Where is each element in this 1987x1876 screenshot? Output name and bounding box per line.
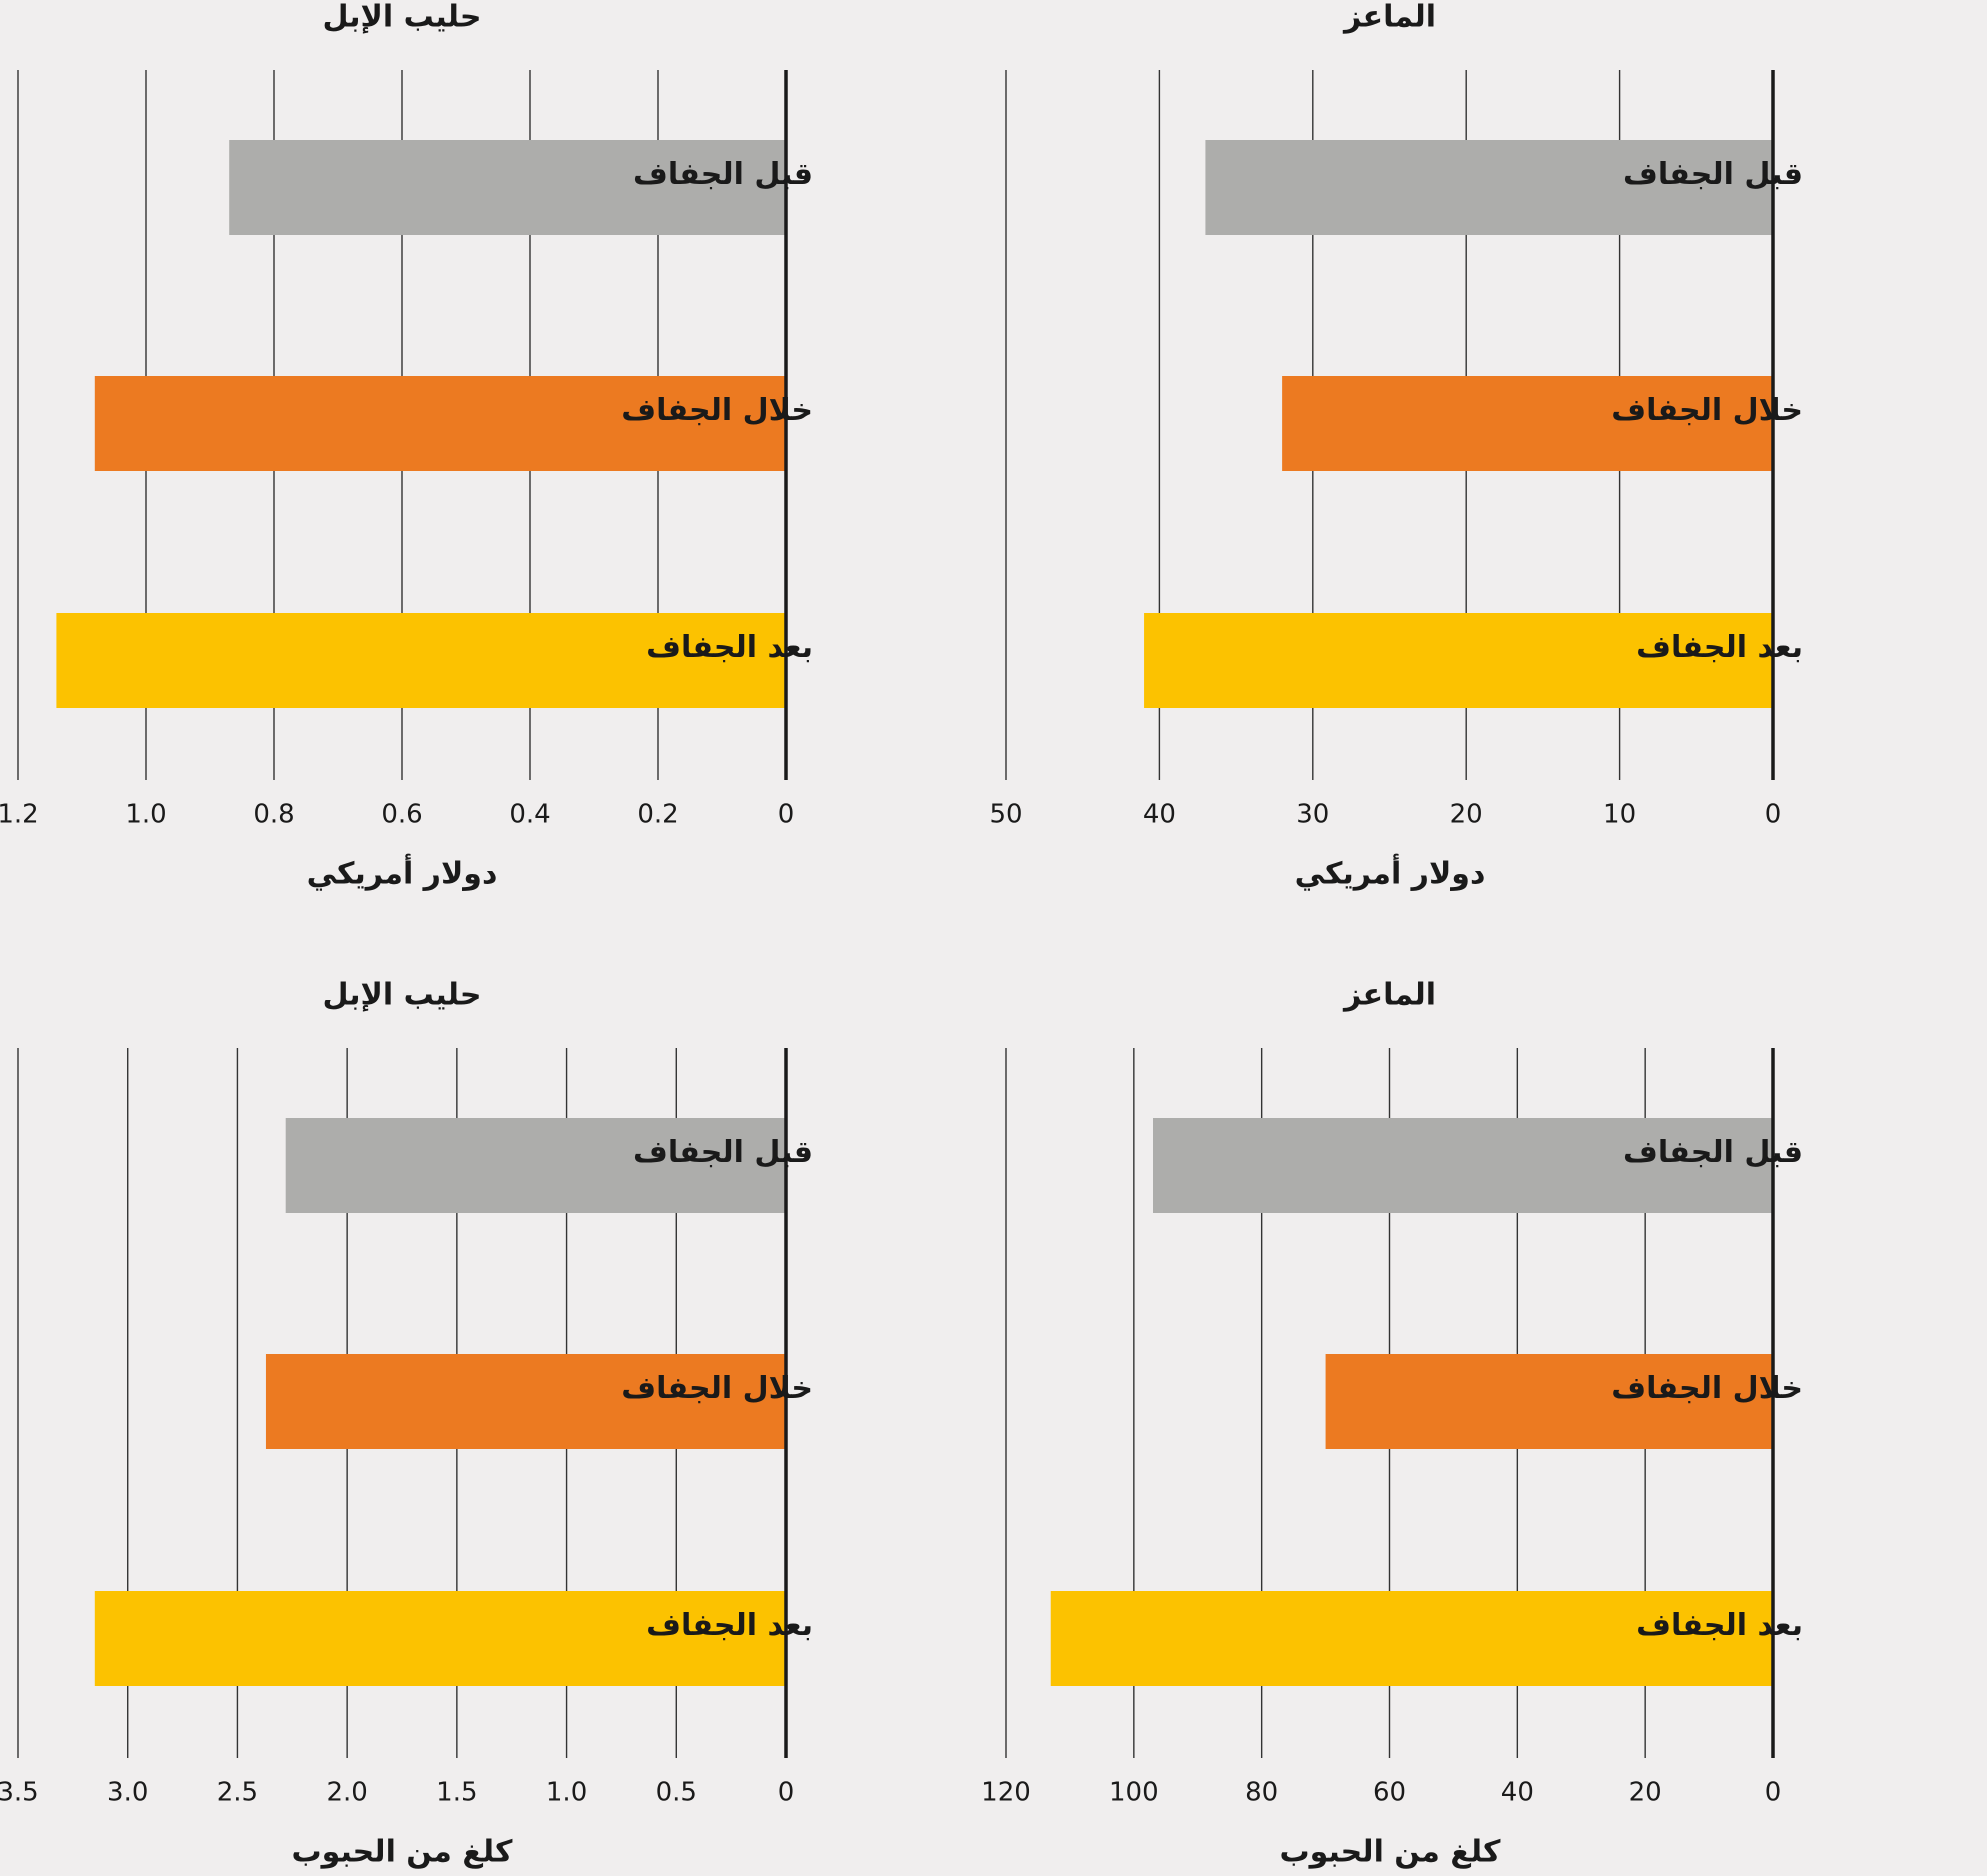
- x-axis-label: كلغ من الحبوب: [1279, 1835, 1501, 1870]
- tick-label: 3.0: [107, 1778, 148, 1808]
- chart-title: حليب الإبل: [323, 0, 482, 35]
- chart-panel-3: 0 20 40 60 80 100 120 قبل الجفاف خلال الجفاف بعد …: [981, 978, 1803, 1870]
- tick-label: 1.0: [546, 1778, 587, 1808]
- tick-label: 0.8: [253, 800, 294, 830]
- tick-label: 60: [1373, 1778, 1406, 1808]
- category-label: قبل الجفاف: [1623, 157, 1803, 192]
- tick-label: 0.5: [656, 1778, 697, 1808]
- tick-label: 20: [1629, 1778, 1662, 1808]
- bar-3: [94, 1591, 787, 1686]
- chart-panel-1: 0 10 20 30 40 50 قبل الجفاف خلال الجفاف بعد الجف…: [989, 0, 1803, 892]
- tick-label: 30: [1296, 800, 1329, 830]
- tick-label: 0: [1765, 800, 1782, 830]
- tick-label: 1.2: [0, 800, 39, 830]
- tick-label: 1.5: [436, 1778, 477, 1808]
- category-label: قبل الجفاف: [633, 157, 813, 192]
- tick-label: 0: [1765, 1778, 1782, 1808]
- category-label: بعد الجفاف: [1636, 1608, 1803, 1643]
- tick-label: 3.5: [0, 1778, 39, 1808]
- tick-label: 2.5: [217, 1778, 258, 1808]
- category-label: بعد الجفاف: [646, 1608, 813, 1643]
- tick-label: 40: [1143, 800, 1176, 830]
- bar-2: [265, 1354, 786, 1449]
- bar-3: [1050, 1591, 1773, 1686]
- chart-title: الماعز: [1342, 0, 1436, 35]
- x-axis-label: كلغ من الحبوب: [291, 1835, 513, 1870]
- tick-label: 120: [981, 1778, 1031, 1808]
- category-label: خلال الجفاف: [1611, 1371, 1803, 1406]
- tick-label: 20: [1450, 800, 1483, 830]
- bar-3: [56, 613, 786, 708]
- chart-title: الماعز: [1342, 978, 1436, 1013]
- tick-label: 1.0: [125, 800, 166, 830]
- tick-label: 50: [989, 800, 1022, 830]
- bar-1: [285, 1118, 786, 1213]
- chart-title: حليب الإبل: [323, 978, 482, 1013]
- tick-label: 0.2: [637, 800, 678, 830]
- category-label: بعد الجفاف: [1636, 630, 1803, 665]
- tick-label: 100: [1109, 1778, 1159, 1808]
- bar-1: [229, 140, 786, 235]
- tick-label: 0: [778, 1778, 795, 1808]
- bar-1: [1205, 140, 1773, 235]
- category-label: بعد الجفاف: [646, 630, 813, 665]
- chart-panel-2: 0 0.2 0.4 0.6 0.8 1.0 1.2 قبل الجفاف خلال الجفاف…: [0, 0, 813, 892]
- chart-panel-4: 0 0.5 1.0 1.5 2.0 2.5 3.0 3.5 قبل الجفاف خلال الج…: [0, 978, 813, 1870]
- x-axis-label: دولار أمريكي: [1295, 854, 1486, 892]
- category-label: قبل الجفاف: [1623, 1135, 1803, 1170]
- tick-label: 2.0: [326, 1778, 367, 1808]
- bar-2: [1282, 376, 1773, 471]
- tick-label: 0.4: [509, 800, 550, 830]
- bar-2: [1325, 1354, 1773, 1449]
- category-label: خلال الجفاف: [1611, 393, 1803, 428]
- category-label: خلال الجفاف: [621, 393, 813, 428]
- bar-1: [1153, 1118, 1773, 1213]
- tick-label: 80: [1245, 1778, 1278, 1808]
- bar-3: [1144, 613, 1773, 708]
- tick-label: 10: [1603, 800, 1636, 830]
- tick-label: 0: [778, 800, 795, 830]
- category-label: خلال الجفاف: [621, 1371, 813, 1406]
- x-axis-label: دولار أمريكي: [307, 854, 498, 892]
- tick-label: 0.6: [381, 800, 422, 830]
- tick-label: 40: [1501, 1778, 1534, 1808]
- bar-2: [94, 376, 787, 471]
- category-label: قبل الجفاف: [633, 1135, 813, 1170]
